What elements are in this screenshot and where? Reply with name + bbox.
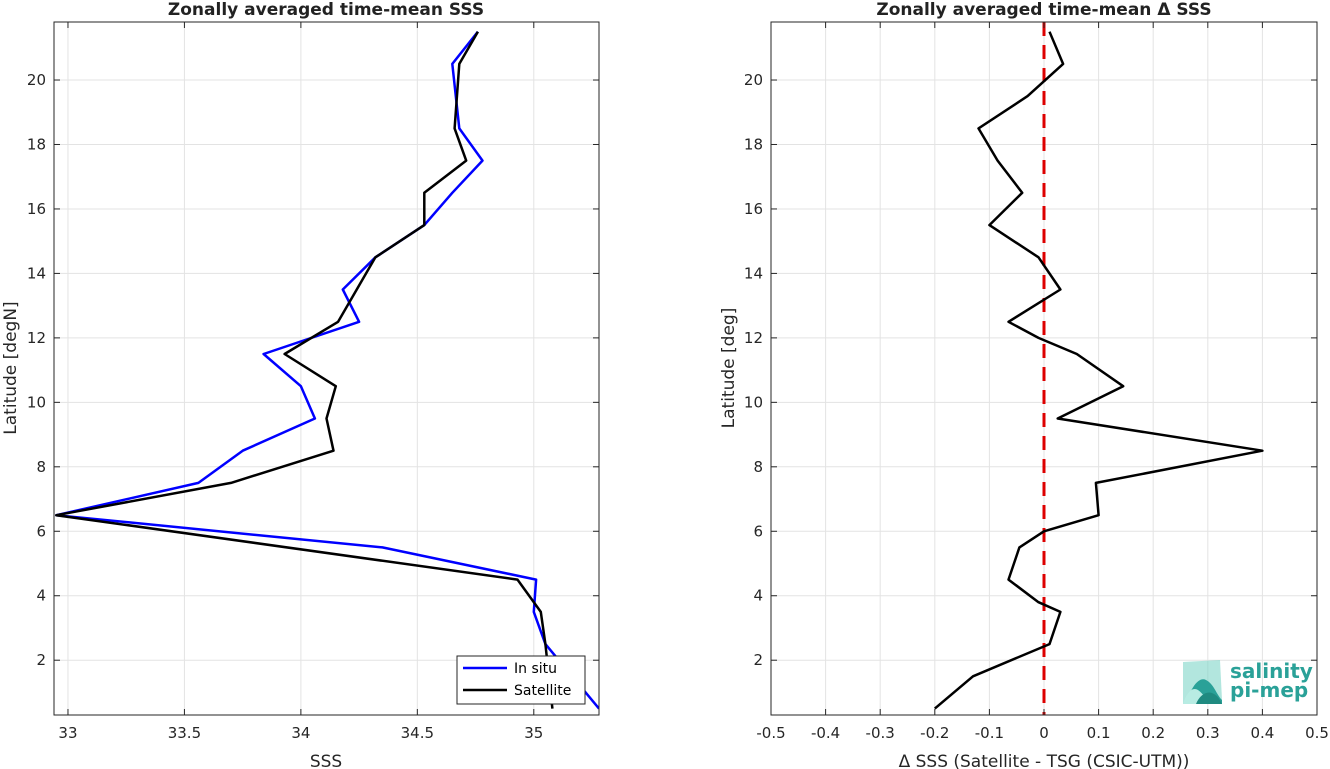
x-tick-label: 35 <box>524 724 543 742</box>
chart-title: Zonally averaged time-mean Δ SSS <box>876 0 1211 20</box>
y-tick-label: 14 <box>27 264 46 282</box>
x-tick-label: 0.5 <box>1305 724 1329 742</box>
logo-text-line1: salinity <box>1230 659 1313 683</box>
y-tick-label: 6 <box>753 522 763 540</box>
x-tick-label: 0 <box>1039 724 1049 742</box>
y-tick-label: 2 <box>36 651 46 669</box>
plot-area <box>55 30 599 710</box>
x-tick-label: -0.5 <box>756 724 785 742</box>
y-axis-label: Latitude [deg] <box>719 308 739 429</box>
y-tick-label: 16 <box>744 200 763 218</box>
legend: In situ Satellite <box>456 655 586 705</box>
x-tick-label: 0.3 <box>1196 724 1220 742</box>
series-layer <box>933 22 1264 715</box>
x-tick-label: 33.5 <box>168 724 201 742</box>
x-tick-label: -0.2 <box>920 724 949 742</box>
series-line-satellite <box>55 31 554 709</box>
y-tick-label: 6 <box>36 522 46 540</box>
y-tick-label: 14 <box>744 264 763 282</box>
axes-frame <box>54 22 599 715</box>
y-tick-label: 18 <box>27 135 46 153</box>
y-tick-label: 16 <box>27 200 46 218</box>
plot-area <box>933 22 1264 715</box>
tick-labels: -0.5 -0.4 -0.3 -0.2 -0.1 0 0.1 0.2 0.3 0.4 0.5 2 4 6 8… <box>744 22 1329 742</box>
x-axis-label: SSS <box>310 752 342 769</box>
x-tick-label: 33 <box>58 724 77 742</box>
axes-border <box>53 21 600 716</box>
series-line-0 <box>933 31 1264 710</box>
salinity-pi-mep-logo: salinity pi-mep <box>1183 659 1313 704</box>
y-tick-label: 4 <box>36 587 46 605</box>
y-tick-label: 12 <box>744 329 763 347</box>
sss-profile-chart: Zonally averaged time-mean SSS 33 33.5 34 3… <box>1 0 600 769</box>
series-line-in-situ <box>55 30 599 710</box>
y-tick-label: 18 <box>744 135 763 153</box>
x-tick-label: -0.4 <box>811 724 840 742</box>
y-tick-label: 4 <box>753 587 763 605</box>
legend-label-satellite: Satellite <box>514 683 571 699</box>
delta-sss-profile-chart: Zonally averaged time-mean Δ SSS -0.5 -0.… <box>719 0 1329 769</box>
tick-labels: 33 33.5 34 34.5 35 2 4 6 8 10 12 14 16 18 20 <box>27 22 599 742</box>
x-tick-label: 0.2 <box>1141 724 1165 742</box>
x-tick-label: 0.1 <box>1087 724 1111 742</box>
x-tick-label: -0.1 <box>975 724 1004 742</box>
y-tick-label: 20 <box>744 71 763 89</box>
y-tick-label: 10 <box>27 393 46 411</box>
y-tick-label: 2 <box>753 651 763 669</box>
x-tick-label: 34 <box>291 724 310 742</box>
y-tick-label: 8 <box>36 458 46 476</box>
grid <box>54 22 599 715</box>
chart-title: Zonally averaged time-mean SSS <box>168 0 484 20</box>
x-tick-label: -0.3 <box>866 724 895 742</box>
y-tick-label: 10 <box>744 393 763 411</box>
wave-logo-icon <box>1183 660 1222 704</box>
y-tick-label: 20 <box>27 71 46 89</box>
x-tick-label: 34.5 <box>401 724 434 742</box>
series-layer <box>55 30 599 710</box>
legend-label-in-situ: In situ <box>514 661 557 677</box>
y-tick-label: 8 <box>753 458 763 476</box>
legend-box <box>456 655 586 705</box>
x-tick-label: 0.4 <box>1250 724 1274 742</box>
logo-text-line2: pi-mep <box>1230 678 1308 702</box>
y-tick-label: 12 <box>27 329 46 347</box>
x-axis-label: Δ SSS (Satellite - TSG (CSIC-UTM)) <box>899 752 1190 769</box>
y-axis-label: Latitude [degN] <box>1 301 21 434</box>
